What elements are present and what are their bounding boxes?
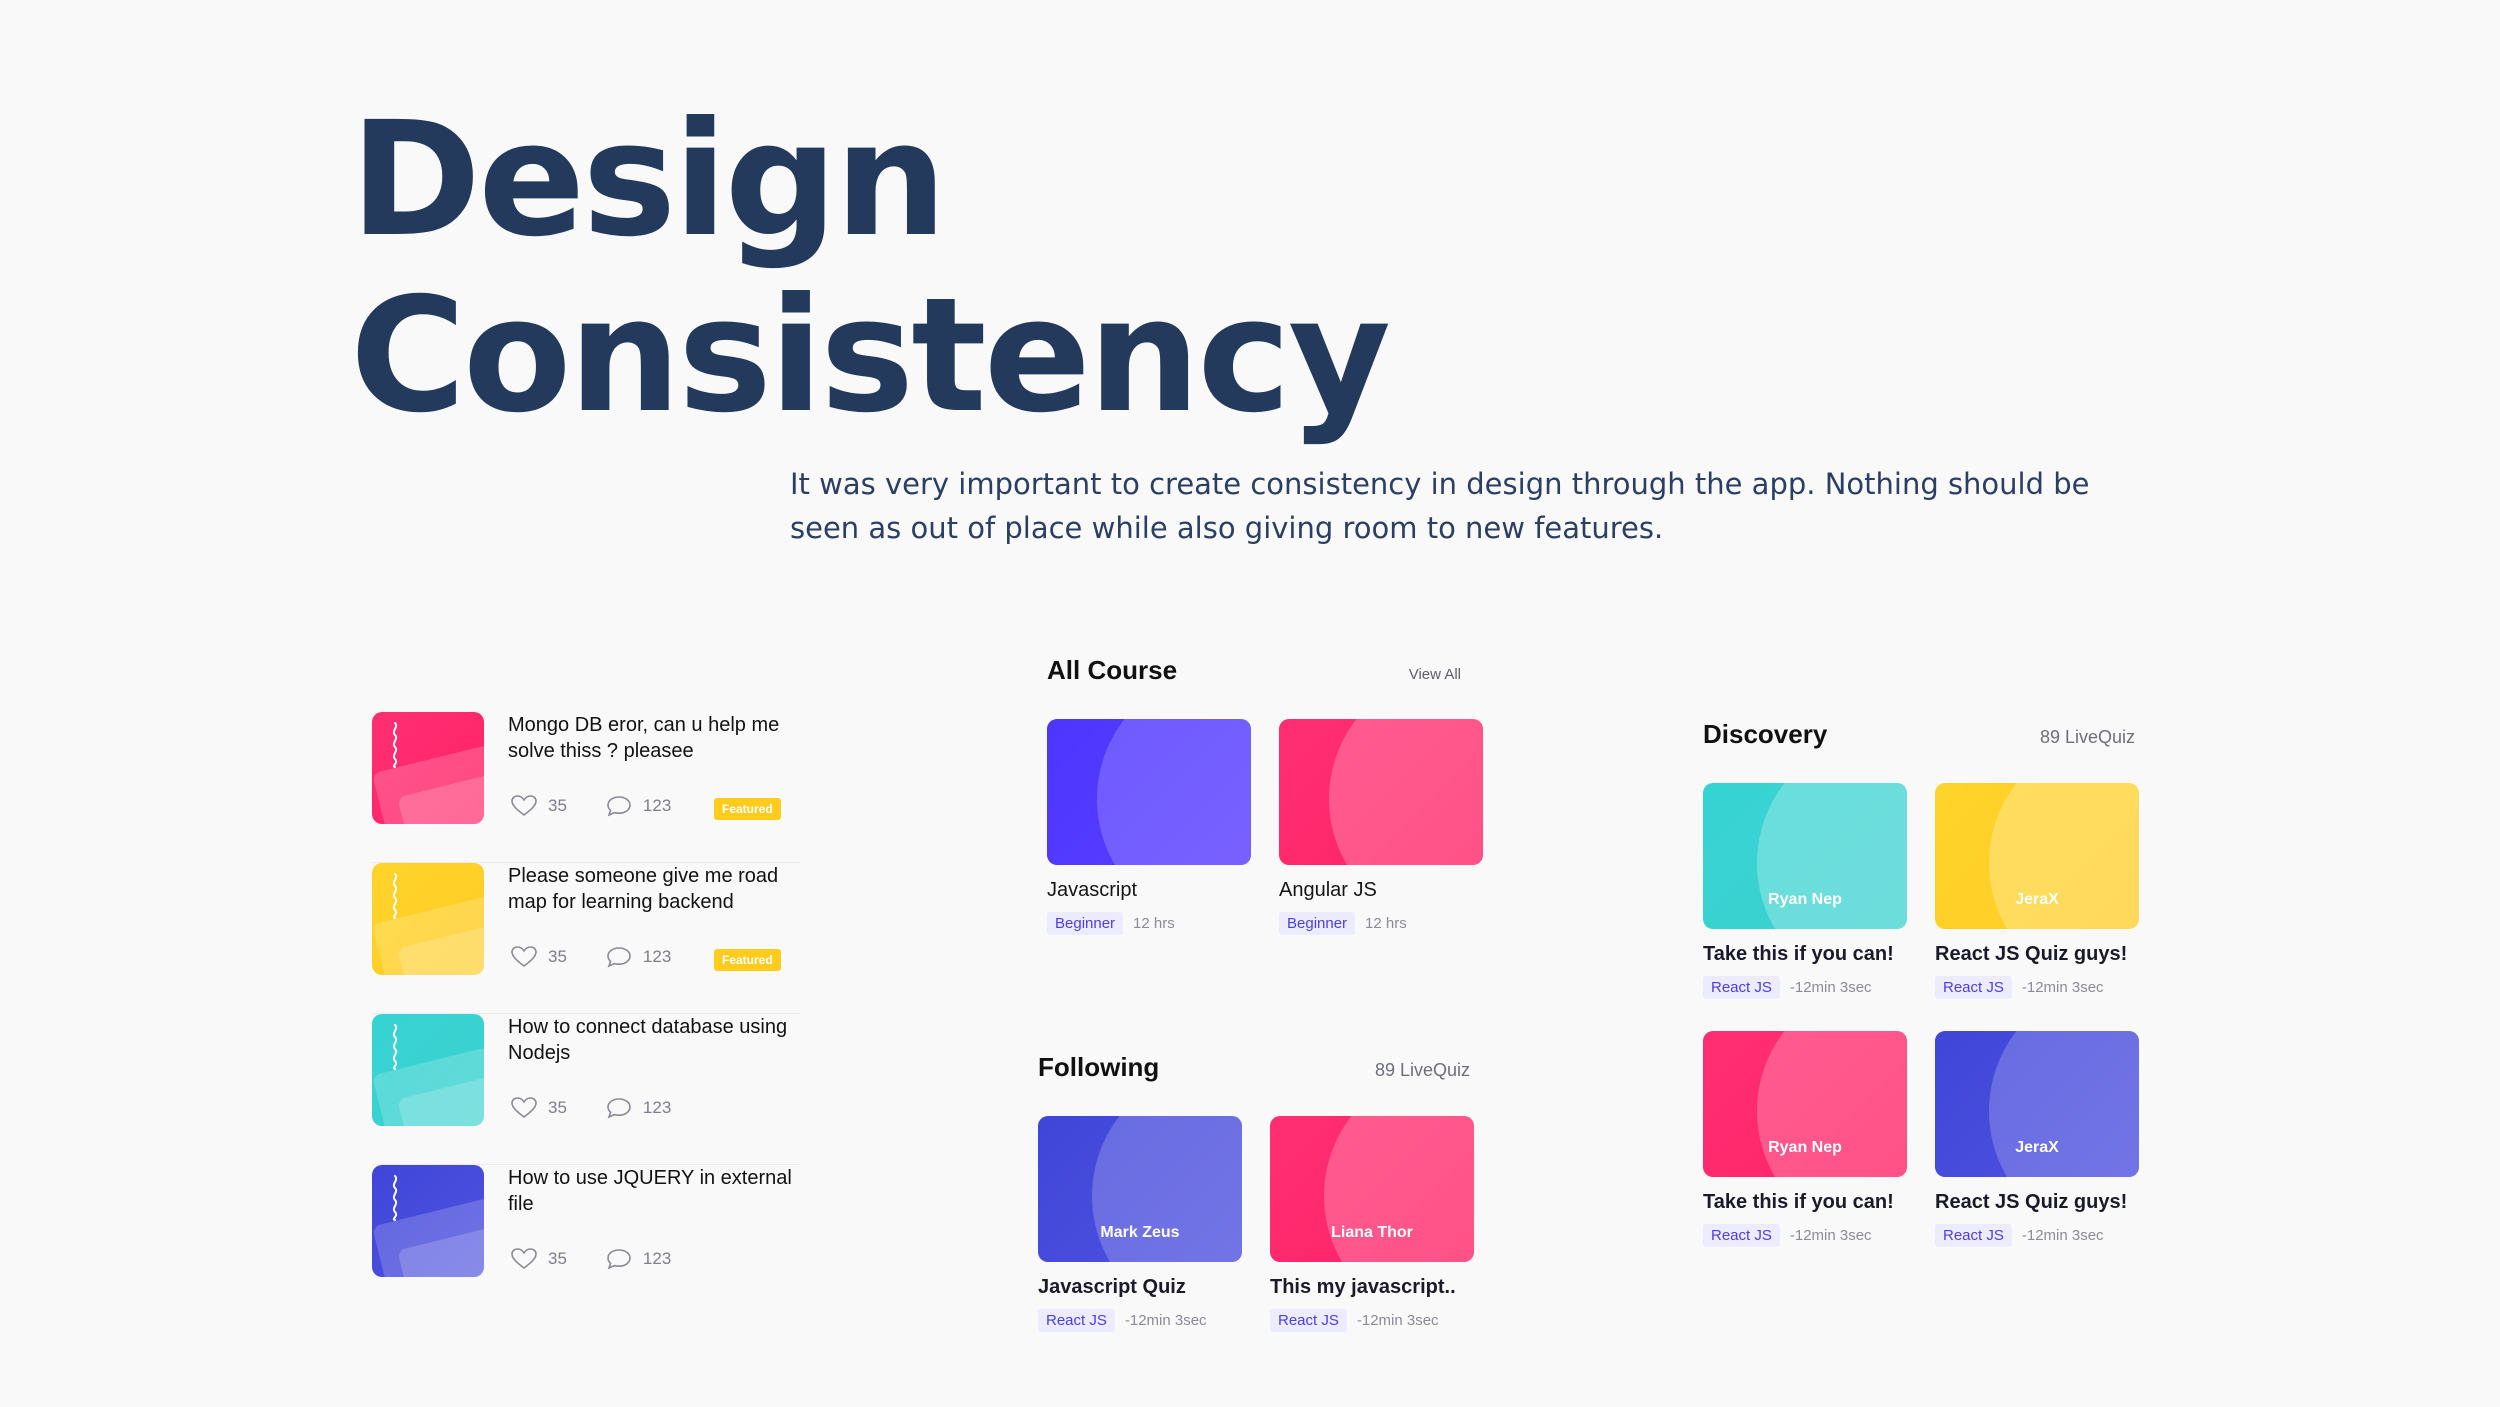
course-card[interactable]: Angular JS Beginner 12 hrs bbox=[1279, 719, 1483, 935]
quiz-author: Ryan Nep bbox=[1768, 891, 1842, 908]
discovery-header: Discovery 89 LiveQuiz bbox=[1703, 719, 2135, 750]
likes-count: 35 bbox=[548, 947, 567, 966]
all-course-header: All Course View All bbox=[1047, 655, 1461, 686]
wave-icon bbox=[392, 1175, 398, 1221]
time-text: -12min 3sec bbox=[1356, 1312, 1439, 1329]
topic-tag: React JS bbox=[1935, 976, 2012, 999]
forum-item-title: Please someone give me road map for lear… bbox=[508, 865, 779, 913]
forum-item[interactable]: Please someone give me road map for lear… bbox=[372, 863, 800, 1014]
course-thumbnail bbox=[1047, 719, 1251, 865]
forum-thumbnail bbox=[372, 863, 484, 975]
section-title: All Course bbox=[1047, 655, 1178, 685]
heart-icon[interactable] bbox=[510, 794, 538, 818]
wave-icon bbox=[392, 1024, 398, 1070]
forum-item-title: How to use JQUERY in external file bbox=[508, 1167, 792, 1215]
level-tag: Beginner bbox=[1047, 912, 1124, 935]
quiz-author: Mark Zeus bbox=[1100, 1224, 1180, 1241]
comment-icon[interactable] bbox=[605, 945, 633, 969]
quiz-thumbnail: JeraX bbox=[1935, 1031, 2139, 1177]
forum-item[interactable]: How to use JQUERY in external file 35 12… bbox=[372, 1165, 800, 1316]
wave-icon bbox=[392, 722, 398, 768]
forum-item[interactable]: How to connect database using Nodejs 35 … bbox=[372, 1014, 800, 1165]
topic-tag: React JS bbox=[1703, 976, 1780, 999]
featured-badge: Featured bbox=[714, 798, 781, 820]
quiz-card[interactable]: Mark Zeus Javascript Quiz React JS -12mi… bbox=[1038, 1116, 1242, 1332]
quiz-author: JeraX bbox=[2015, 891, 2059, 908]
time-text: -12min 3sec bbox=[1789, 979, 1872, 996]
quiz-title: React JS Quiz guys! bbox=[1935, 943, 2128, 965]
quiz-author: Liana Thor bbox=[1331, 1224, 1413, 1241]
duration-text: 12 hrs bbox=[1133, 915, 1175, 932]
section-title: Following bbox=[1038, 1052, 1160, 1082]
comments-count: 123 bbox=[642, 796, 672, 815]
quiz-title: This my javascript.. bbox=[1270, 1276, 1456, 1298]
page-title: Design Consistency bbox=[350, 88, 1391, 448]
forum-item-meta: 35 123 bbox=[510, 794, 709, 818]
course-title: Javascript bbox=[1047, 879, 1138, 901]
forum-thumbnail bbox=[372, 1165, 484, 1277]
quiz-thumbnail: Liana Thor bbox=[1270, 1116, 1474, 1262]
forum-item-title: Mongo DB eror, can u help me solve thiss… bbox=[508, 714, 780, 762]
forum-item-meta: 35 123 bbox=[510, 945, 709, 969]
quiz-title: React JS Quiz guys! bbox=[1935, 1191, 2128, 1213]
title-line-2: Consistency bbox=[350, 264, 1391, 448]
featured-badge: Featured bbox=[714, 949, 781, 971]
quiz-thumbnail: JeraX bbox=[1935, 783, 2139, 929]
page-description: It was very important to create consiste… bbox=[790, 467, 2090, 545]
course-title: Angular JS bbox=[1279, 879, 1377, 901]
quiz-thumbnail: Mark Zeus bbox=[1038, 1116, 1242, 1262]
following-header: Following 89 LiveQuiz bbox=[1038, 1052, 1470, 1083]
heart-icon[interactable] bbox=[510, 1247, 538, 1271]
quiz-title: Take this if you can! bbox=[1703, 1191, 1894, 1213]
time-text: -12min 3sec bbox=[1124, 1312, 1207, 1329]
livequiz-count[interactable]: 89 LiveQuiz bbox=[2039, 727, 2135, 747]
view-all-link[interactable]: View All bbox=[1408, 666, 1461, 683]
course-card[interactable]: Javascript Beginner 12 hrs bbox=[1047, 719, 1251, 935]
quiz-thumbnail: Ryan Nep bbox=[1703, 1031, 1907, 1177]
forum-item-meta: 35 123 bbox=[510, 1247, 709, 1271]
likes-count: 35 bbox=[548, 1098, 567, 1117]
comments-count: 123 bbox=[642, 1098, 672, 1117]
heart-icon[interactable] bbox=[510, 945, 538, 969]
topic-tag: React JS bbox=[1270, 1309, 1347, 1332]
quiz-title: Javascript Quiz bbox=[1038, 1276, 1186, 1298]
forum-item[interactable]: Mongo DB eror, can u help me solve thiss… bbox=[372, 712, 800, 863]
wave-icon bbox=[392, 873, 398, 919]
comment-icon[interactable] bbox=[605, 1247, 633, 1271]
forum-item-meta: 35 123 bbox=[510, 1096, 709, 1120]
livequiz-count[interactable]: 89 LiveQuiz bbox=[1374, 1060, 1470, 1080]
level-tag: Beginner bbox=[1279, 912, 1356, 935]
forum-item-title: How to connect database using Nodejs bbox=[508, 1016, 788, 1064]
time-text: -12min 3sec bbox=[2021, 979, 2104, 996]
course-thumbnail bbox=[1279, 719, 1483, 865]
quiz-card[interactable]: JeraX React JS Quiz guys! React JS -12mi… bbox=[1935, 783, 2139, 999]
quiz-author: Ryan Nep bbox=[1768, 1139, 1842, 1156]
forum-list: Mongo DB eror, can u help me solve thiss… bbox=[372, 712, 800, 1316]
comments-count: 123 bbox=[642, 947, 672, 966]
duration-text: 12 hrs bbox=[1365, 915, 1407, 932]
heart-icon[interactable] bbox=[510, 1096, 538, 1120]
comment-icon[interactable] bbox=[605, 1096, 633, 1120]
quiz-card[interactable]: Liana Thor This my javascript.. React JS… bbox=[1270, 1116, 1474, 1332]
quiz-thumbnail: Ryan Nep bbox=[1703, 783, 1907, 929]
forum-thumbnail bbox=[372, 1014, 484, 1126]
forum-thumbnail bbox=[372, 712, 484, 824]
title-line-1: Design bbox=[350, 88, 947, 272]
quiz-card[interactable]: Ryan Nep Take this if you can! React JS … bbox=[1703, 783, 1907, 999]
time-text: -12min 3sec bbox=[2021, 1227, 2104, 1244]
quiz-title: Take this if you can! bbox=[1703, 943, 1894, 965]
section-title: Discovery bbox=[1703, 719, 1828, 749]
comments-count: 123 bbox=[642, 1249, 672, 1268]
quiz-card[interactable]: Ryan Nep Take this if you can! React JS … bbox=[1703, 1031, 1907, 1247]
topic-tag: React JS bbox=[1038, 1309, 1115, 1332]
time-text: -12min 3sec bbox=[1789, 1227, 1872, 1244]
likes-count: 35 bbox=[548, 796, 567, 815]
quiz-card[interactable]: JeraX React JS Quiz guys! React JS -12mi… bbox=[1935, 1031, 2139, 1247]
quiz-author: JeraX bbox=[2015, 1139, 2059, 1156]
topic-tag: React JS bbox=[1703, 1224, 1780, 1247]
topic-tag: React JS bbox=[1935, 1224, 2012, 1247]
likes-count: 35 bbox=[548, 1249, 567, 1268]
comment-icon[interactable] bbox=[605, 794, 633, 818]
